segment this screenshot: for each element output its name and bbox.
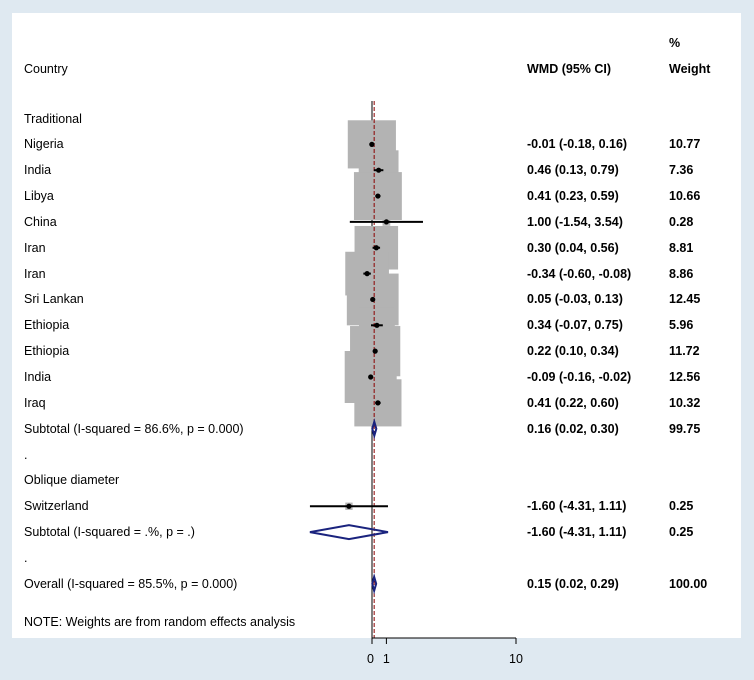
x-tick-label: 0 bbox=[367, 652, 374, 666]
row-label: India bbox=[24, 163, 52, 178]
ci-value: -1.60 (-4.31, 1.11) bbox=[527, 499, 627, 514]
wmd-column-header: WMD (95% CI) bbox=[527, 62, 612, 76]
weight-value: 100.00 bbox=[669, 576, 708, 591]
weight-column-header-top: % bbox=[669, 36, 681, 50]
subtotal-diamond bbox=[309, 524, 389, 541]
point-estimate bbox=[364, 271, 370, 277]
row-label: Subtotal (I-squared = 86.6%, p = 0.000) bbox=[24, 421, 244, 436]
row-label: Iraq bbox=[24, 395, 46, 410]
weight-value: 5.96 bbox=[669, 318, 694, 333]
weight-value: 11.72 bbox=[669, 344, 700, 359]
point-estimate bbox=[372, 348, 378, 354]
subgroup-label: Traditional bbox=[24, 111, 82, 126]
row-label: Sri Lankan bbox=[24, 292, 84, 307]
row-label: Iran bbox=[24, 266, 46, 281]
row-label: China bbox=[24, 214, 57, 229]
ci-value: -0.09 (-0.16, -0.02) bbox=[527, 370, 632, 384]
weight-value: 7.36 bbox=[669, 163, 694, 178]
ci-value: 0.41 (0.23, 0.59) bbox=[527, 189, 619, 204]
ci-value: -0.34 (-0.60, -0.08) bbox=[527, 266, 632, 281]
ci-value: 0.05 (-0.03, 0.13) bbox=[527, 292, 623, 307]
weight-value: 0.25 bbox=[669, 525, 694, 540]
ci-value: 1.00 (-1.54, 3.54) bbox=[527, 214, 623, 229]
point-estimate bbox=[376, 167, 382, 173]
point-estimate bbox=[375, 400, 381, 406]
weight-value: 8.81 bbox=[669, 240, 694, 255]
row-label: Libya bbox=[24, 189, 54, 204]
point-estimate bbox=[375, 193, 381, 199]
weight-value: 12.56 bbox=[669, 370, 701, 384]
country-column-header: Country bbox=[24, 62, 68, 76]
point-estimate bbox=[370, 296, 376, 303]
ci-value: -0.01 (-0.18, 0.16) bbox=[527, 137, 628, 152]
subgroup-label: Oblique diameter bbox=[24, 473, 120, 488]
weight-value: 0.28 bbox=[669, 214, 694, 229]
weight-value: 10.32 bbox=[669, 395, 701, 410]
x-tick-label: 10 bbox=[509, 652, 523, 666]
weight-value: 8.86 bbox=[669, 266, 694, 281]
weight-column-header-bottom: Weight bbox=[669, 62, 711, 76]
ci-value: 0.34 (-0.07, 0.75) bbox=[527, 318, 623, 333]
row-label: Subtotal (I-squared = .%, p = .) bbox=[24, 525, 195, 540]
point-estimate bbox=[383, 219, 389, 225]
ci-value: 0.41 (0.22, 0.60) bbox=[527, 395, 619, 410]
weight-value: 99.75 bbox=[669, 421, 701, 436]
point-estimate bbox=[374, 322, 380, 328]
spacer-dot: . bbox=[24, 447, 28, 462]
ci-value: 0.22 (0.10, 0.34) bbox=[527, 344, 619, 359]
ci-value: 0.46 (0.13, 0.79) bbox=[527, 163, 619, 178]
subtotal-diamond bbox=[371, 418, 378, 440]
weight-value: 10.77 bbox=[669, 137, 701, 152]
ci-value: 0.16 (0.02, 0.30) bbox=[527, 421, 619, 436]
ci-value: 0.30 (0.04, 0.56) bbox=[527, 240, 619, 255]
weight-value: 0.25 bbox=[669, 499, 694, 514]
weight-value: 12.45 bbox=[669, 292, 701, 307]
row-label: Switzerland bbox=[24, 499, 89, 514]
point-estimate bbox=[368, 374, 374, 380]
row-label: Nigeria bbox=[24, 137, 64, 152]
ci-value: -1.60 (-4.31, 1.11) bbox=[527, 525, 627, 540]
row-label: Ethiopia bbox=[24, 318, 70, 333]
point-estimate bbox=[346, 503, 352, 509]
weights-note: NOTE: Weights are from random effects an… bbox=[24, 615, 296, 629]
row-label: Iran bbox=[24, 240, 46, 255]
row-label: Ethiopia bbox=[24, 344, 70, 359]
spacer-dot: . bbox=[24, 550, 28, 565]
row-label: Overall (I-squared = 85.5%, p = 0.000) bbox=[24, 576, 238, 591]
overall-diamond bbox=[371, 573, 378, 595]
row-label: India bbox=[24, 370, 52, 384]
point-estimate bbox=[373, 245, 379, 251]
x-tick-label: 1 bbox=[383, 652, 390, 666]
ci-value: 0.15 (0.02, 0.29) bbox=[527, 576, 619, 591]
weight-value: 10.66 bbox=[669, 189, 701, 204]
point-estimate bbox=[369, 141, 375, 147]
